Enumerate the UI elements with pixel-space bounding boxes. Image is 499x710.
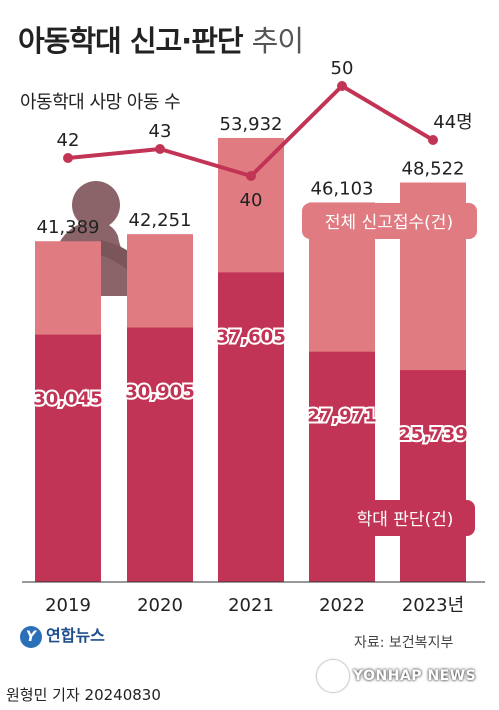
line-chart-label: 아동학대 사망 아동 수	[20, 92, 181, 113]
logo-text: 연합뉴스	[46, 626, 105, 645]
death-point-2019	[63, 153, 73, 163]
label-abuse-2023년: 25,739	[398, 424, 467, 445]
legend-abuse-box	[335, 500, 475, 536]
x-tick-2022: 2022	[319, 595, 365, 616]
label-abuse-2019: 30,045	[33, 389, 102, 410]
source-note: 자료: 보건복지부	[354, 635, 454, 651]
legend-total-label: 전체 신고접수(건)	[325, 213, 453, 233]
yonhap-logo: Y 연합뉴스	[20, 622, 105, 648]
legend-abuse-pointer	[420, 478, 436, 501]
x-tick-2021: 2021	[228, 595, 274, 616]
death-label-2019: 42	[57, 130, 80, 151]
label-total-2019: 41,389	[37, 217, 100, 238]
bar-abuse-2022	[309, 351, 375, 582]
yonhap-watermark: YONHAP NEWS	[317, 660, 476, 692]
x-tick-2020: 2020	[137, 595, 183, 616]
death-label-2022: 50	[331, 58, 354, 79]
byline: 원형민 기자 20240830	[6, 686, 161, 704]
death-point-2023	[428, 135, 438, 145]
x-tick-2023년: 2023년	[402, 595, 464, 616]
watermark-circle-icon	[317, 660, 349, 692]
bar-abuse-2023년	[400, 370, 466, 582]
label-total-2020: 42,251	[129, 210, 192, 231]
logo-badge-icon: Y	[20, 626, 42, 648]
death-point-2022	[337, 81, 347, 91]
title-light: 추이	[251, 24, 304, 58]
legend-total-box	[302, 203, 477, 239]
chart-title: 아동학대 신고·판단 추이	[18, 18, 304, 60]
bar-abuse-2021	[218, 272, 284, 582]
bar-abuse-2019	[35, 334, 101, 582]
bar-abuse-2020	[127, 327, 193, 582]
label-total-2023년: 48,522	[402, 159, 465, 180]
death-point-2020	[155, 144, 165, 154]
death-label-2021: 40	[240, 190, 263, 211]
death-point-2021	[246, 171, 256, 181]
legend-total-pointer	[420, 238, 436, 258]
x-tick-2019: 2019	[45, 595, 91, 616]
label-total-2021: 53,932	[220, 114, 283, 135]
death-label-2020: 43	[149, 121, 172, 142]
watermark-text: YONHAP NEWS	[353, 668, 477, 684]
title-bold: 아동학대 신고·판단	[18, 24, 244, 58]
label-abuse-2021: 37,605	[216, 326, 285, 347]
label-total-2022: 46,103	[311, 178, 374, 199]
label-abuse-2020: 30,905	[125, 382, 194, 403]
label-abuse-2022: 27,971	[307, 406, 376, 427]
legend-abuse-label: 학대 판단(건)	[357, 510, 454, 530]
death-label-2023: 44명	[433, 112, 472, 133]
